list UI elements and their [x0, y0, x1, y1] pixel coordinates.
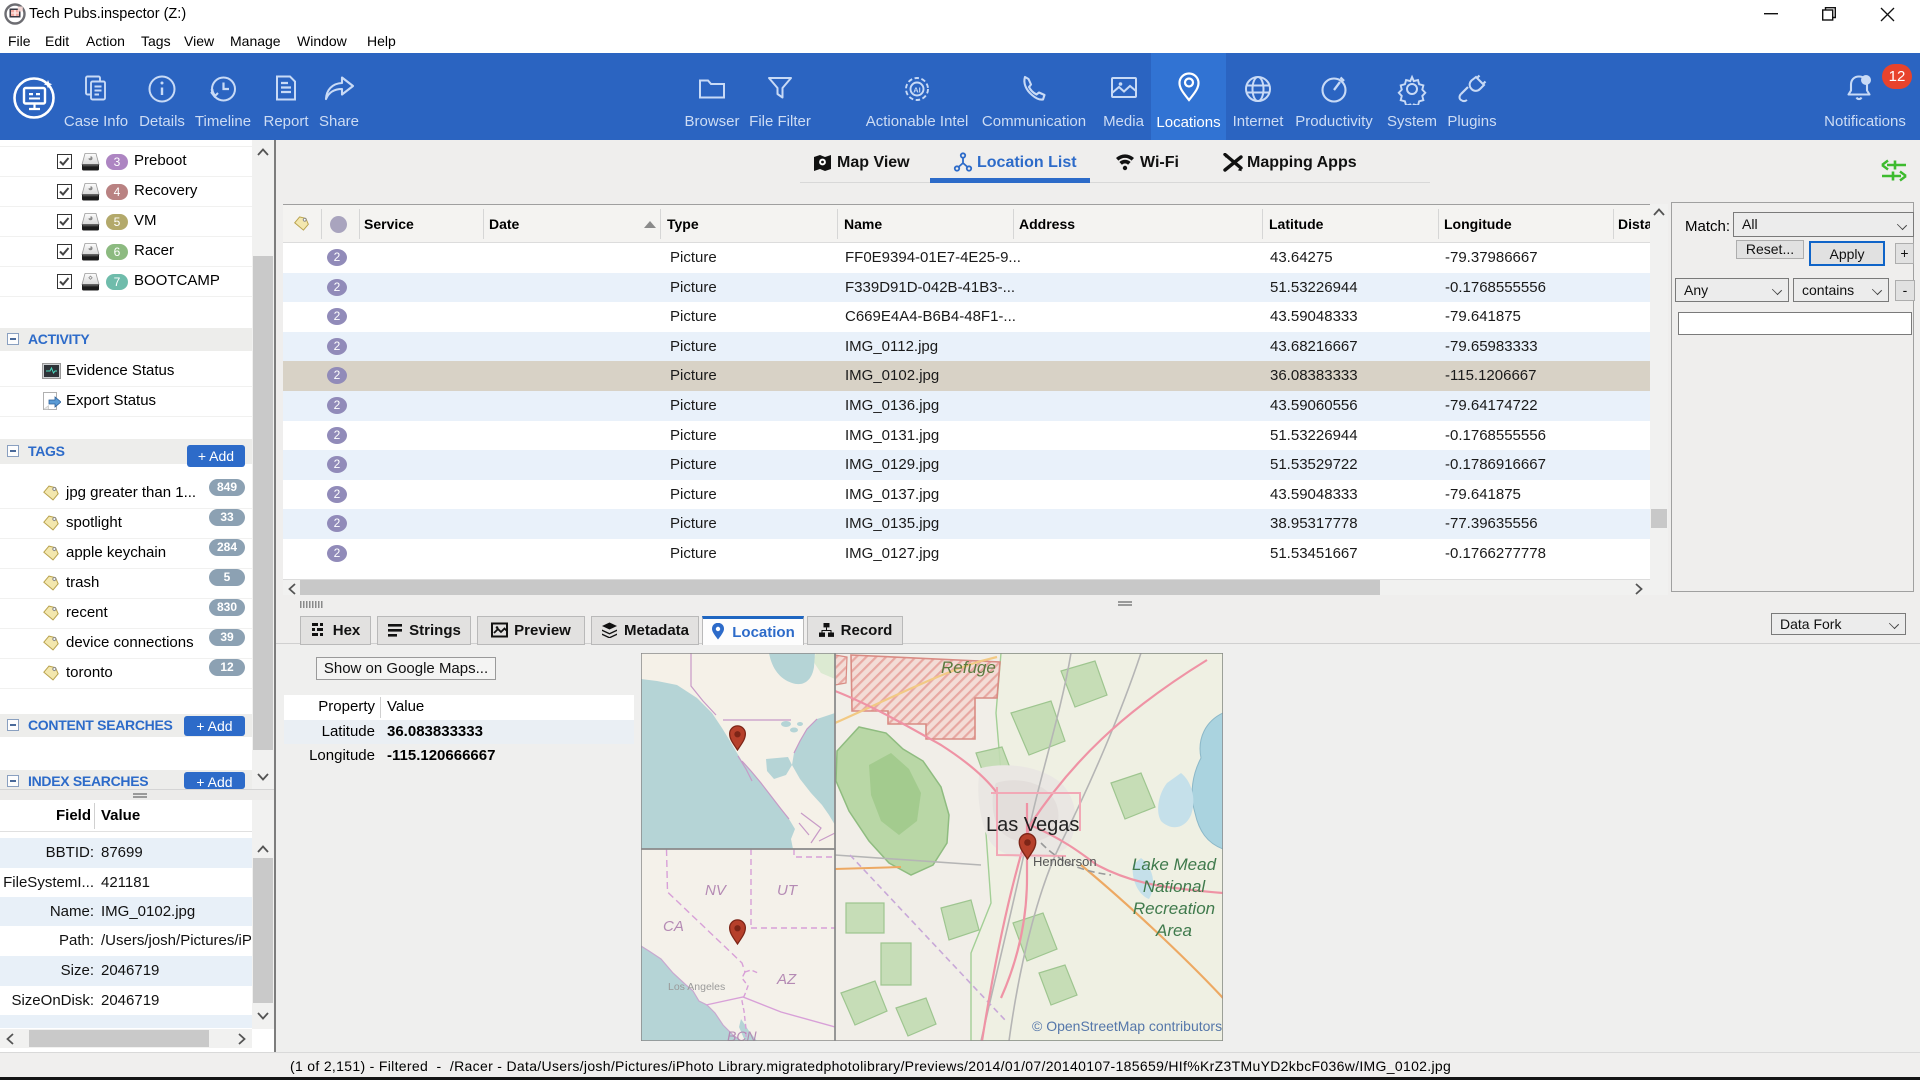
svg-text:Recreation: Recreation: [1133, 899, 1215, 918]
svg-text:AI: AI: [913, 86, 921, 95]
svg-text:Refuge: Refuge: [941, 658, 996, 677]
svg-text:Henderson: Henderson: [1033, 854, 1097, 869]
svg-text:© OpenStreetMap contributors: © OpenStreetMap contributors: [1032, 1018, 1222, 1034]
svg-text:Area: Area: [1155, 921, 1192, 940]
svg-text:AZ: AZ: [776, 971, 797, 988]
svg-text:BCN: BCN: [727, 1028, 757, 1041]
svg-text:CA: CA: [663, 918, 684, 935]
svg-text:Los Angeles: Los Angeles: [668, 981, 725, 993]
svg-text:Las Vegas: Las Vegas: [986, 814, 1079, 836]
svg-text:Lake Mead: Lake Mead: [1132, 855, 1217, 874]
svg-text:UT: UT: [777, 882, 799, 899]
svg-text:National: National: [1143, 877, 1207, 896]
svg-text:NV: NV: [705, 882, 728, 899]
